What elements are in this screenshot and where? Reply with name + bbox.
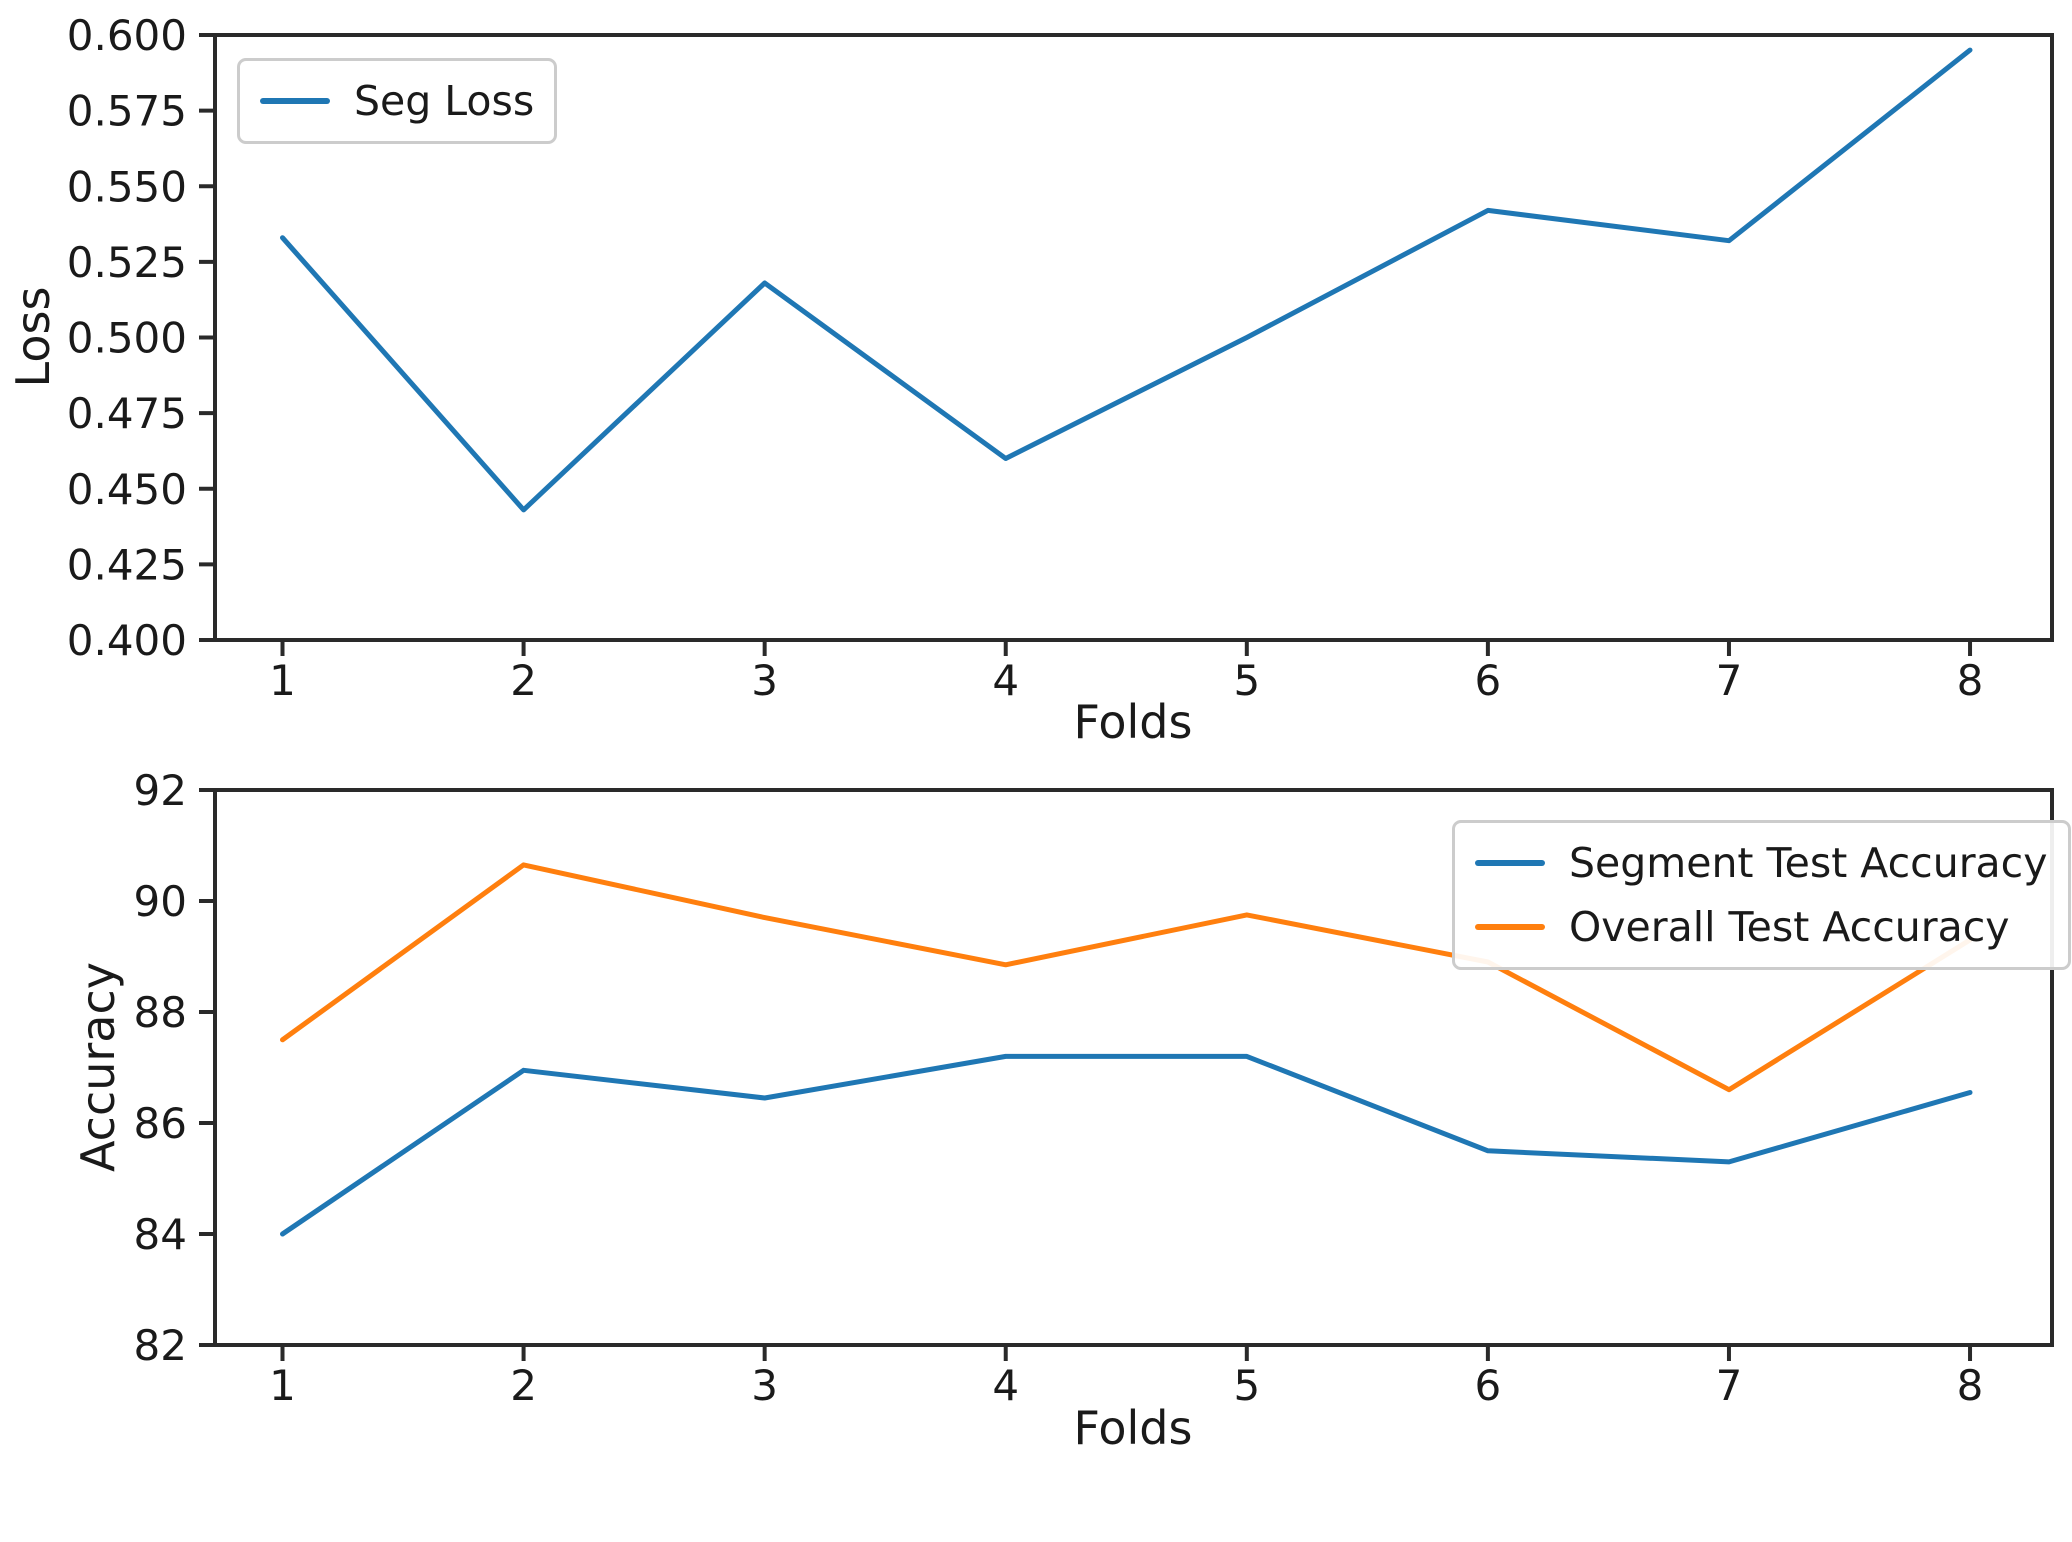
series-line-segment-test-accuracy: [280, 1053, 1973, 1237]
accuracy-legend: Segment Test Accuracy Overall Test Accur…: [1452, 820, 2071, 970]
x-tick-label: 3: [751, 656, 778, 705]
x-tick-label: 4: [992, 1361, 1019, 1410]
series-line-seg-loss: [280, 47, 1973, 513]
y-tick-label: 0.500: [67, 314, 187, 363]
y-tick-label: 0.575: [67, 87, 187, 136]
accuracy-y-axis-label: Accuracy: [71, 961, 125, 1173]
x-tick-label: 2: [510, 1361, 537, 1410]
y-tick-label: 82: [134, 1321, 187, 1370]
y-tick-label: 0.475: [67, 389, 187, 438]
x-tick-label: 2: [510, 656, 537, 705]
x-tick-label: 5: [1233, 1361, 1260, 1410]
x-tick-label: 6: [1475, 656, 1502, 705]
y-tick-label: 0.425: [67, 540, 187, 589]
y-tick-label: 90: [134, 877, 187, 926]
x-tick-label: 7: [1716, 656, 1743, 705]
legend-item-overall-test-accuracy: Overall Test Accuracy: [1475, 903, 2048, 951]
x-tick-label: 6: [1475, 1361, 1502, 1410]
y-tick-label: 86: [134, 1099, 187, 1148]
overall-test-accuracy-line-sample: [1475, 924, 1545, 930]
segment-test-accuracy-line-sample: [1475, 860, 1545, 866]
x-tick-label: 8: [1957, 1361, 1984, 1410]
y-tick-label: 0.600: [67, 11, 187, 60]
y-tick-label: 0.525: [67, 238, 187, 287]
series-line-overall-test-accuracy: [280, 862, 1973, 1093]
x-tick-label: 5: [1233, 656, 1260, 705]
legend-item-seg-loss: Seg Loss: [260, 77, 534, 125]
axes-box: [213, 788, 2054, 1347]
x-tick-label: 4: [992, 656, 1019, 705]
x-tick-label: 8: [1957, 656, 1984, 705]
loss-x-axis-label: Folds: [1073, 695, 1193, 749]
x-tick-label: 1: [269, 1361, 296, 1410]
accuracy-x-axis-label: Folds: [1073, 1401, 1193, 1455]
y-tick-label: 88: [134, 988, 187, 1037]
legend-item-segment-test-accuracy: Segment Test Accuracy: [1475, 839, 2048, 887]
loss-y-axis-label: Loss: [6, 286, 60, 388]
y-tick-label: 0.550: [67, 162, 187, 211]
overall-test-accuracy-legend-label: Overall Test Accuracy: [1569, 903, 2010, 951]
seg-loss-legend-label: Seg Loss: [354, 77, 535, 125]
x-tick-label: 1: [269, 656, 296, 705]
segment-test-accuracy-legend-label: Segment Test Accuracy: [1569, 839, 2048, 887]
y-tick-label: 84: [134, 1210, 187, 1259]
y-tick-label: 0.450: [67, 465, 187, 514]
seg-loss-line-sample: [260, 98, 330, 104]
y-tick-label: 92: [134, 766, 187, 815]
y-tick-label: 0.400: [67, 616, 187, 665]
x-tick-label: 7: [1716, 1361, 1743, 1410]
x-tick-label: 3: [751, 1361, 778, 1410]
loss-legend: Seg Loss: [237, 58, 558, 144]
